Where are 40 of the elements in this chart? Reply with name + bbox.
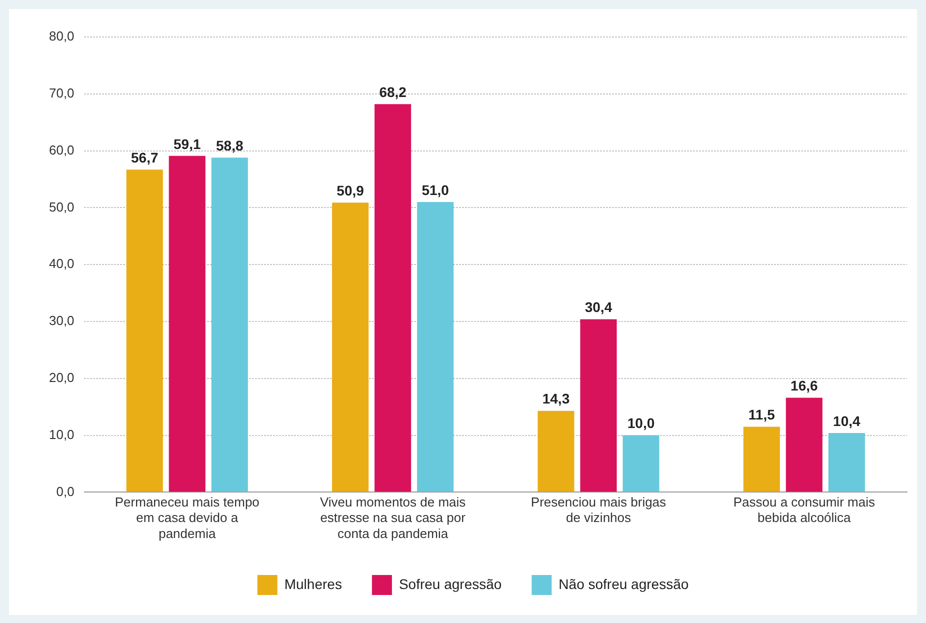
y-tick-label: 0,0 (56, 484, 74, 499)
data-label: 14,3 (542, 390, 570, 407)
data-label: 10,0 (627, 415, 655, 432)
bar (580, 319, 617, 492)
bar (622, 435, 660, 492)
legend-label: Não sofreu agressão (558, 576, 689, 592)
y-tick-label: 40,0 (48, 256, 74, 272)
data-label: 11,5 (748, 406, 776, 423)
bar (786, 398, 822, 492)
data-label: 58,8 (216, 137, 244, 154)
bar (374, 104, 412, 492)
y-tick-label: 10,0 (48, 426, 74, 442)
data-label: 56,7 (131, 149, 158, 166)
data-label: 10,4 (833, 412, 861, 429)
y-tick-label: 60,0 (48, 142, 74, 158)
y-tick-label: 30,0 (48, 313, 74, 328)
y-tick-label: 20,0 (48, 370, 74, 385)
bar (417, 202, 454, 492)
y-tick-label: 50,0 (48, 199, 74, 214)
bar (743, 426, 780, 492)
legend-label: Mulheres (284, 576, 342, 592)
data-label: 50,9 (336, 182, 364, 198)
data-label: 30,4 (584, 299, 612, 316)
x-tick-label: Passou a consumir mais bebida alcoólica (733, 494, 876, 526)
bar (828, 433, 865, 492)
y-tick-label: 70,0 (48, 85, 74, 100)
x-tick-label: Permaneceu mais tempo em casa devido a pandemia (114, 494, 260, 541)
bar (168, 156, 206, 492)
bar (211, 158, 248, 492)
y-tick-label: 80,0 (48, 28, 74, 44)
x-tick-label: Viveu momentos de mais estresse na sua casa por conta da pandemia (320, 494, 466, 541)
bar (126, 170, 163, 492)
legend-label: Sofreu agressão (398, 576, 502, 592)
data-label: 16,6 (790, 378, 818, 394)
data-label: 59,1 (174, 136, 201, 152)
bar (538, 410, 574, 492)
data-label: 51,0 (422, 182, 450, 198)
data-label: 68,2 (379, 84, 407, 100)
bar (332, 202, 369, 492)
x-tick-label: Presenciou mais brigas de vizinhos (530, 494, 667, 526)
